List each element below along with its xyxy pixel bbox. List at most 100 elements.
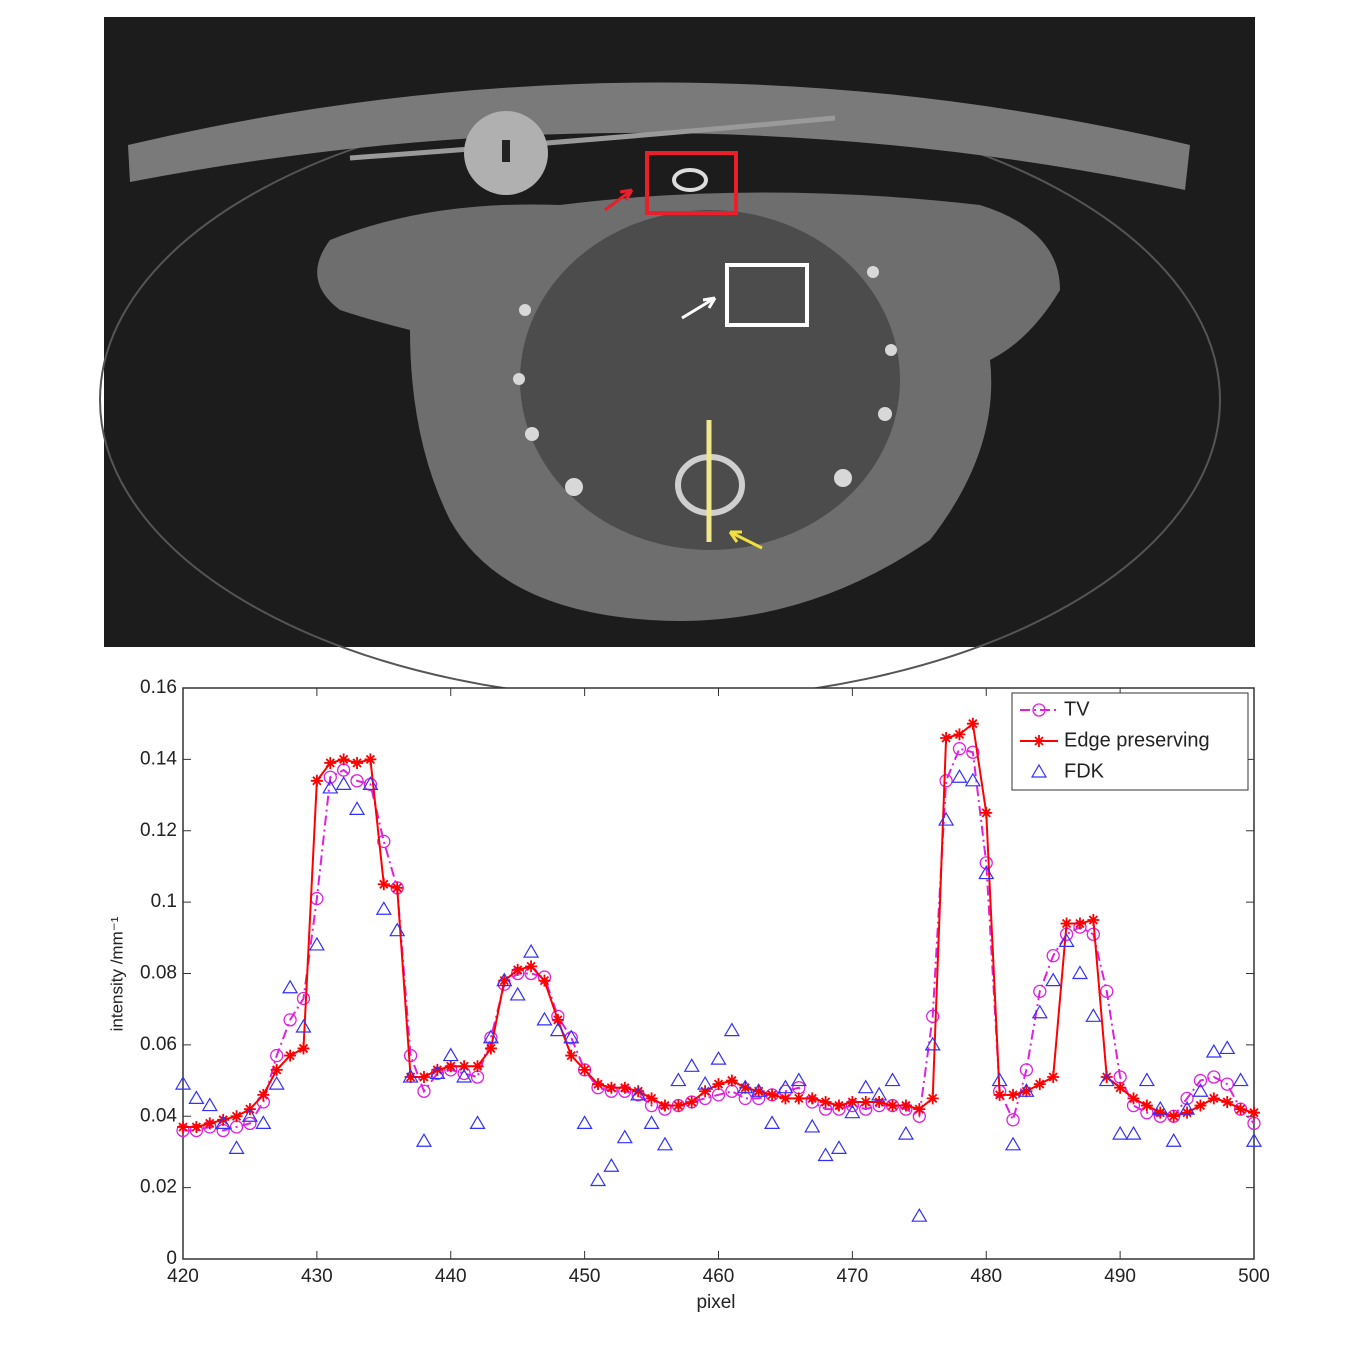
marker: [926, 1009, 940, 1023]
marker: [777, 1079, 794, 1094]
marker: [1060, 917, 1073, 930]
x-axis-label: pixel: [696, 1292, 735, 1313]
marker: [1100, 1070, 1113, 1083]
marker: [1019, 1063, 1034, 1077]
marker: [645, 1092, 658, 1105]
marker: [1073, 917, 1086, 930]
marker: [431, 1063, 444, 1076]
marker: [283, 1013, 297, 1027]
marker: [712, 1078, 725, 1091]
legend-marker: [1030, 763, 1048, 778]
marker: [1033, 1078, 1046, 1091]
marker: [752, 1085, 765, 1098]
marker: [979, 856, 993, 870]
marker: [643, 1115, 660, 1129]
marker: [924, 1036, 941, 1051]
marker: [1058, 933, 1075, 947]
marker: [685, 1095, 698, 1108]
marker: [817, 1147, 834, 1162]
x-tick-label: 440: [435, 1266, 467, 1287]
marker: [377, 834, 391, 849]
y-tick-label: 0: [166, 1248, 177, 1269]
marker: [228, 1140, 245, 1154]
marker: [1018, 1083, 1035, 1097]
x-tick-label: 500: [1238, 1266, 1270, 1287]
marker: [737, 1079, 754, 1094]
marker: [1234, 1103, 1247, 1116]
marker: [404, 1070, 417, 1083]
marker: [391, 881, 404, 894]
marker: [618, 1081, 631, 1094]
marker: [1114, 1081, 1127, 1094]
marker: [203, 1117, 216, 1130]
marker: [1221, 1095, 1234, 1108]
marker: [873, 1095, 886, 1108]
marker: [739, 1081, 752, 1094]
y-axis-label: intensity /mm⁻¹: [107, 916, 126, 1031]
legend-label: TV: [1064, 698, 1090, 720]
white-arrow: [681, 296, 717, 320]
marker: [1219, 1040, 1236, 1055]
marker: [551, 1013, 564, 1026]
marker: [1152, 1100, 1169, 1115]
x-tick-label: 420: [167, 1266, 199, 1287]
marker: [337, 753, 350, 766]
marker: [243, 1116, 257, 1131]
marker: [348, 801, 366, 815]
y-tick-label: 0.1: [151, 891, 177, 912]
marker: [723, 1022, 740, 1037]
marker: [966, 717, 979, 730]
marker: [1087, 913, 1100, 926]
marker: [323, 770, 337, 784]
y-tick-label: 0.04: [140, 1105, 177, 1126]
marker: [897, 1125, 914, 1140]
marker: [832, 1099, 845, 1112]
marker: [308, 936, 325, 951]
ct-table: [128, 82, 1190, 190]
marker: [241, 1108, 258, 1122]
marker: [710, 1050, 727, 1065]
white-roi: [725, 263, 809, 327]
marker: [1045, 972, 1062, 987]
marker: [1154, 1106, 1167, 1119]
marker: [1112, 1125, 1129, 1140]
marker: [1205, 1043, 1222, 1058]
marker: [364, 753, 377, 766]
x-tick-label: 480: [970, 1266, 1002, 1287]
marker: [429, 1065, 446, 1080]
marker: [442, 1047, 459, 1062]
marker: [1033, 984, 1047, 998]
marker: [1007, 1088, 1020, 1101]
marker: [270, 1048, 284, 1063]
marker: [498, 974, 511, 987]
marker: [322, 779, 339, 794]
y-tick-label: 0.08: [140, 963, 177, 984]
ct-rib: [867, 266, 879, 278]
marker: [991, 1072, 1008, 1087]
legend-label: Edge preserving: [1064, 729, 1210, 751]
marker: [174, 1075, 192, 1090]
marker: [295, 1018, 312, 1033]
marker: [830, 1140, 848, 1154]
x-tick-label: 430: [301, 1266, 333, 1287]
marker: [616, 1129, 633, 1144]
marker: [335, 776, 352, 790]
marker: [792, 1092, 805, 1105]
marker: [1207, 1092, 1220, 1105]
marker: [549, 1022, 566, 1037]
marker: [282, 979, 299, 994]
marker: [952, 742, 967, 756]
marker: [1031, 1004, 1048, 1019]
marker: [576, 1115, 593, 1129]
marker: [377, 878, 390, 891]
marker: [415, 1133, 433, 1147]
marker: [978, 865, 995, 880]
marker: [1220, 1077, 1234, 1091]
marker: [188, 1090, 205, 1105]
ct-wire: [349, 115, 836, 161]
marker: [190, 1120, 203, 1133]
marker: [297, 1042, 310, 1055]
marker: [886, 1099, 899, 1112]
marker: [911, 1207, 928, 1222]
